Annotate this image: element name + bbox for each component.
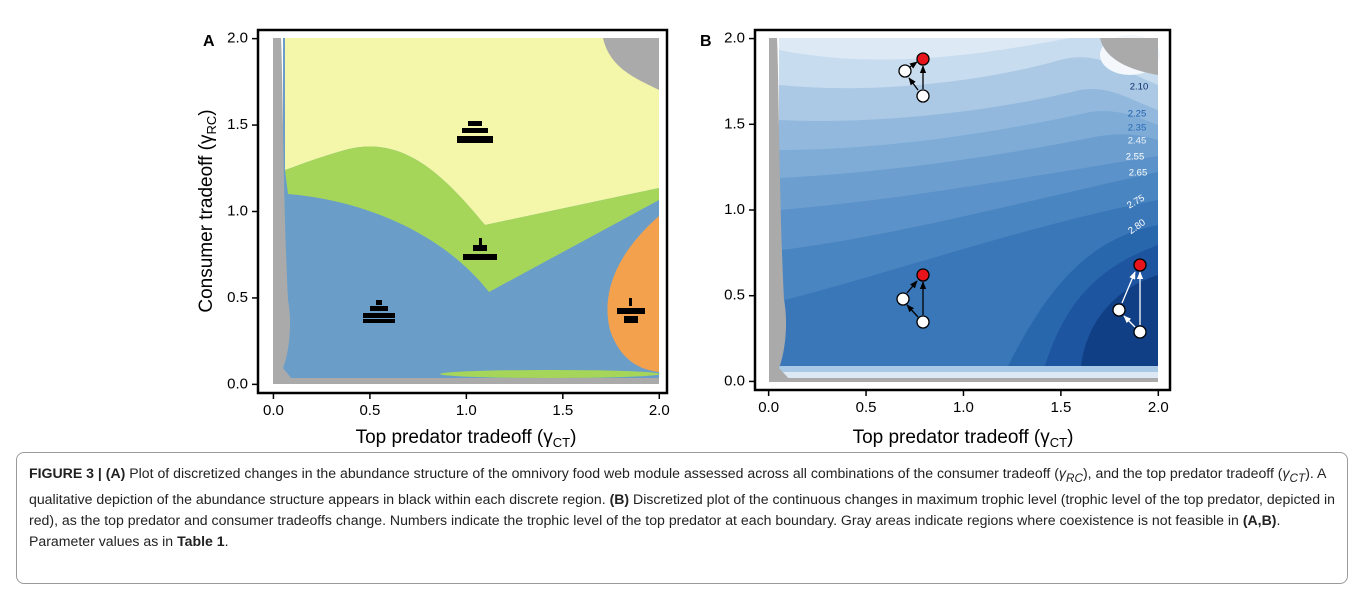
y-tick-label: 0.5	[724, 287, 745, 304]
x-axis-label-end: )	[570, 427, 576, 448]
panel-b-contours	[769, 35, 1160, 383]
x-tick-label: 1.0	[953, 399, 974, 416]
region-gray	[273, 38, 296, 384]
contour-label: 2.25	[1128, 109, 1147, 120]
y-axis-label-text: Consumer tradeoff (γ	[196, 134, 217, 313]
x-tick-label: 2.0	[649, 402, 670, 419]
caption-text: .	[224, 532, 229, 549]
x-axis-label-end: )	[1067, 427, 1073, 448]
y-tick-label: 1.5	[227, 116, 248, 133]
x-axis-label: Top predator tradeoff (γCT)	[853, 427, 1074, 450]
caption-text: (A,B)	[1242, 511, 1277, 528]
caption-text: ), and the top predator tradeoff (	[1082, 465, 1283, 481]
x-tick-label: 1.5	[552, 402, 573, 419]
y-tick-label: 0.0	[227, 375, 248, 392]
figure: 2.10 2.25 2.35 2.45 2.55 2.65 2.75 2.80 …	[196, 28, 1172, 450]
panel-a-regions	[273, 38, 660, 384]
y-tick-label: 0.0	[724, 372, 745, 389]
contour-label: 2.65	[1129, 168, 1148, 179]
caption-text: (B)	[609, 490, 630, 507]
region-gray	[603, 38, 659, 90]
caption-text: Table 1	[177, 532, 225, 549]
contour-label: 2.10	[1130, 82, 1149, 93]
y-axis-label-end: )	[196, 109, 217, 115]
panel-label: A	[203, 33, 215, 50]
abundance-icons	[363, 121, 645, 323]
y-tick-label: 1.5	[724, 115, 745, 132]
caption-text: ). A qualitative depiction of the abunda…	[29, 465, 1326, 507]
contour-label: 2.35	[1128, 123, 1147, 134]
x-axis-label-sub: CT	[553, 435, 570, 450]
y-tick-label: 2.0	[724, 30, 745, 47]
caption-text: Plot of discretized changes in the abund…	[125, 465, 1059, 481]
x-axis-label-sub: CT	[1050, 435, 1067, 450]
region-green	[285, 146, 659, 292]
y-tick-label: 1.0	[227, 202, 248, 219]
x-tick-label: 1.5	[1050, 399, 1071, 416]
x-tick-label: 0.5	[359, 402, 380, 419]
panel-label: B	[700, 33, 712, 50]
x-axis-label-text: Top predator tradeoff (γ	[853, 427, 1051, 448]
y-axis-label: Consumer tradeoff (γRC)	[196, 109, 219, 312]
y-tick-label: 0.5	[227, 289, 248, 306]
x-tick-label: 2.0	[1148, 399, 1169, 416]
x-axis-label: Top predator tradeoff (γCT)	[356, 427, 577, 450]
x-tick-label: 1.0	[456, 402, 477, 419]
caption-text: . Parameter values as in	[29, 511, 1281, 549]
region-gray	[283, 378, 659, 384]
caption-text: γ	[1282, 465, 1290, 481]
food-web-motifs	[896, 52, 1147, 339]
y-axis-label-sub: RC	[204, 116, 219, 135]
x-tick-label: 0.0	[758, 399, 779, 416]
caption-text: CT	[1289, 471, 1306, 485]
x-tick-label: 0.0	[263, 402, 284, 419]
caption-text: RC	[1065, 471, 1083, 485]
caption-text: FIGURE 3 | (A)	[29, 465, 126, 481]
y-tick-label: 1.0	[724, 201, 745, 218]
x-tick-label: 0.5	[856, 399, 877, 416]
region-orange	[607, 216, 659, 372]
y-tick-label: 2.0	[227, 30, 248, 47]
contour-label: 2.55	[1126, 152, 1145, 163]
caption-text: Discretized plot of the continuous chang…	[29, 490, 1335, 528]
caption-text: γ	[1058, 465, 1066, 481]
region-green-speckle	[440, 370, 660, 378]
caption: FIGURE 3 | (A) Plot of discretized chang…	[16, 452, 1348, 584]
x-axis-label-text: Top predator tradeoff (γ	[356, 427, 554, 448]
contour-label: 2.45	[1128, 136, 1147, 147]
